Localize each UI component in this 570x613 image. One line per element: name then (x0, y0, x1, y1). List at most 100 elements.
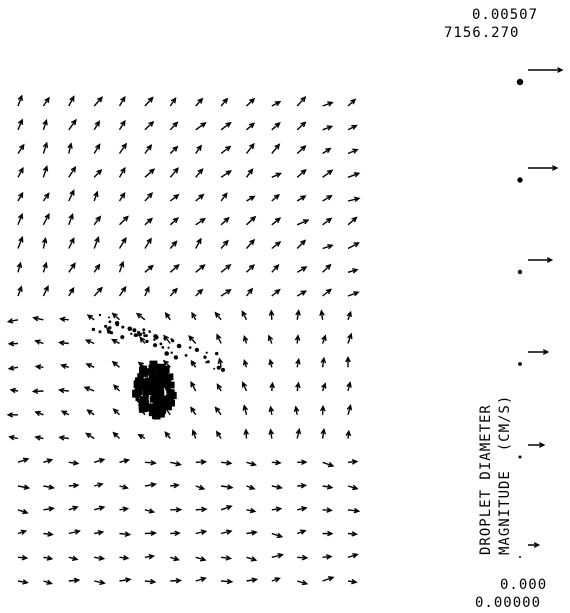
droplet-vector (42, 261, 48, 273)
droplet-marker (170, 393, 174, 397)
droplet-vector (144, 120, 155, 131)
droplet-vector (94, 482, 104, 488)
droplet-marker (170, 351, 173, 354)
droplet-vector (347, 216, 358, 226)
droplet-vector (195, 217, 207, 226)
droplet-vector (68, 577, 81, 584)
droplet-vector (17, 508, 29, 515)
droplet-vector (217, 357, 224, 368)
droplet-vector (346, 403, 353, 415)
droplet-vector (112, 431, 120, 440)
droplet-vector (43, 506, 56, 512)
droplet-vector (320, 427, 327, 439)
droplet-vector (8, 434, 19, 441)
droplet-vector (111, 312, 120, 321)
legend-vector (528, 67, 564, 73)
droplet-vector (16, 261, 23, 273)
droplet-marker (157, 378, 163, 384)
droplet-vector (7, 340, 19, 347)
droplet-marker (164, 351, 169, 356)
droplet-vector (144, 217, 153, 226)
droplet-vector (17, 118, 24, 131)
droplet-vectors (6, 94, 361, 586)
droplet-cluster (91, 313, 225, 420)
droplet-marker (167, 399, 175, 407)
droplet-vector (85, 432, 95, 440)
droplet-vector (246, 460, 257, 467)
droplet-vector (169, 97, 177, 107)
droplet-marker (166, 396, 171, 401)
droplet-vector (347, 531, 359, 537)
droplet-marker (159, 406, 166, 414)
droplet-vector (68, 262, 76, 273)
droplet-vector (169, 193, 180, 202)
droplet-marker (108, 326, 112, 330)
droplet-vector (195, 264, 206, 273)
droplet-vector (216, 383, 223, 392)
droplet-vector (271, 193, 281, 202)
droplet-vector (220, 192, 228, 202)
droplet-vector (347, 124, 358, 131)
legend-droplet-size (516, 78, 524, 86)
droplet-vector (34, 364, 44, 370)
droplet-marker (167, 346, 170, 349)
droplet-vector (271, 143, 281, 154)
droplet-vector (271, 100, 282, 107)
droplet-vector (94, 505, 106, 511)
droplet-vector (347, 578, 358, 585)
droplet-vector (43, 531, 54, 537)
droplet-marker (134, 380, 141, 386)
droplet-vector (243, 428, 250, 439)
droplet-vector (268, 309, 275, 320)
droplet-vector (42, 118, 48, 131)
droplet-vector (86, 409, 95, 416)
droplet-vector (93, 263, 101, 273)
legend-droplet-size (518, 362, 522, 366)
droplet-vector (144, 508, 156, 514)
droplet-vector (195, 556, 207, 562)
droplet-vector (221, 555, 233, 561)
legend-droplet-size (518, 455, 522, 459)
droplet-vector (164, 431, 171, 439)
droplet-vector (294, 334, 301, 344)
droplet-vector (271, 532, 284, 539)
droplet-vector (111, 360, 120, 368)
droplet-vector (245, 238, 256, 249)
droplet-vector (94, 555, 106, 561)
droplet-vector (322, 461, 335, 468)
droplet-vector (6, 412, 19, 418)
droplet-marker (188, 346, 192, 349)
droplet-marker (162, 383, 166, 388)
droplet-vector (220, 121, 232, 131)
droplet-vector (297, 459, 308, 466)
droplet-marker (168, 382, 175, 389)
droplet-vector (220, 216, 230, 226)
droplet-marker (159, 396, 164, 401)
droplet-vector (135, 312, 146, 321)
droplet-marker (135, 390, 142, 397)
droplet-vector (271, 217, 282, 226)
droplet-vector (295, 381, 301, 392)
droplet-vector (246, 264, 255, 273)
droplet-marker (138, 400, 145, 406)
droplet-marker (184, 354, 188, 357)
droplet-marker (154, 384, 159, 389)
droplet-vector (322, 194, 333, 202)
droplet-vector (17, 143, 25, 154)
droplet-vector (93, 168, 103, 178)
droplet-vector (271, 577, 281, 583)
droplet-marker (150, 398, 154, 403)
droplet-vector (220, 239, 229, 249)
droplet-vector (267, 334, 274, 344)
droplet-vector (297, 554, 309, 561)
droplet-vector (144, 237, 152, 249)
legend-vector (528, 542, 541, 548)
droplet-vector (43, 579, 53, 585)
droplet-marker (148, 368, 156, 376)
droplet-vector (59, 316, 69, 323)
droplet-marker (91, 327, 96, 332)
droplet-marker (173, 355, 179, 360)
droplet-vector (220, 505, 233, 511)
legend-droplet-size (517, 177, 523, 183)
droplet-vector (195, 193, 205, 202)
